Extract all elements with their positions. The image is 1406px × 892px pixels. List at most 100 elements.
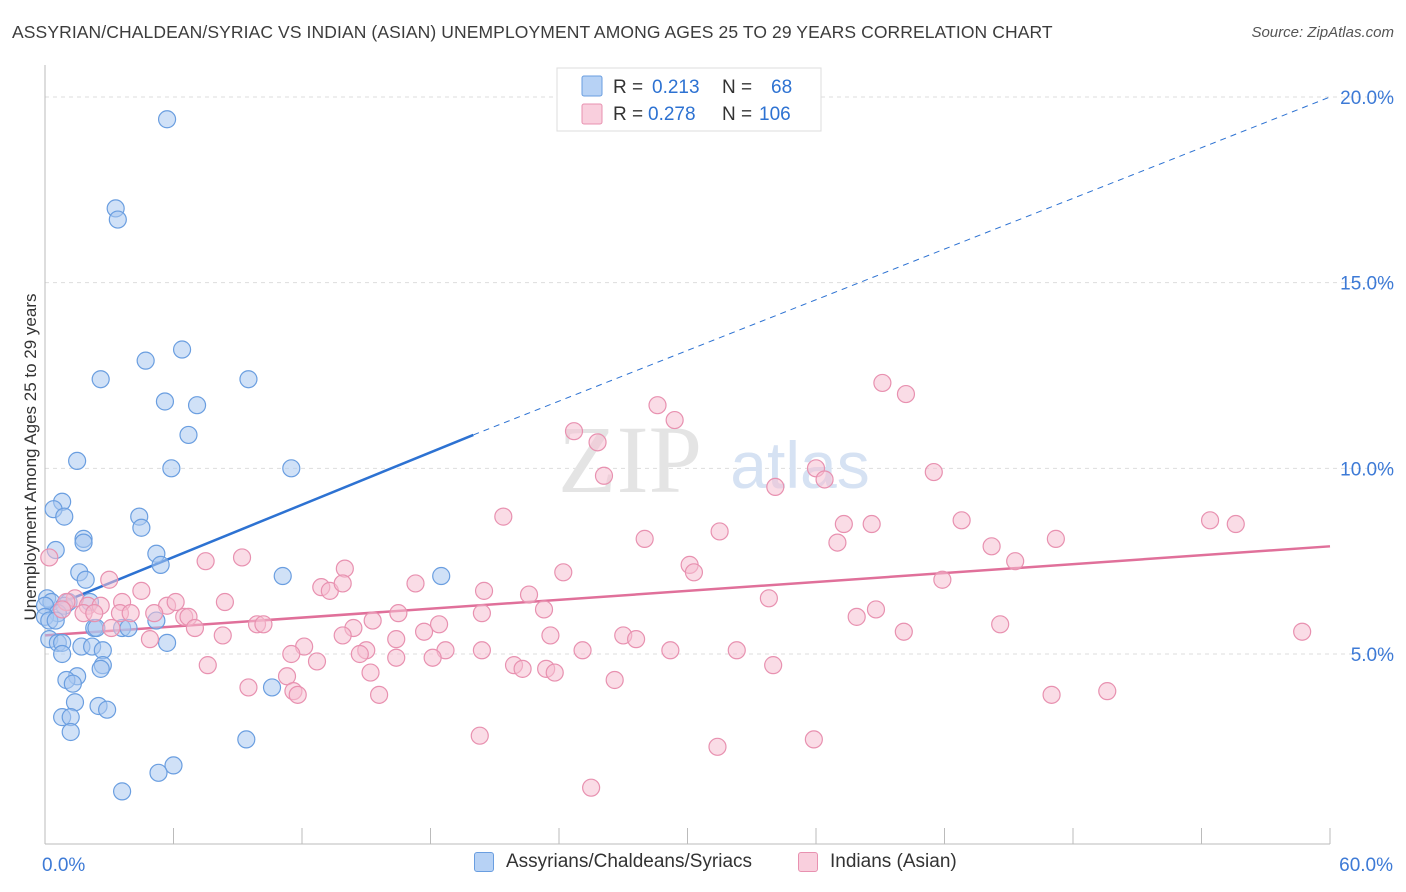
trendline-assyrians xyxy=(44,96,1331,611)
assyrians-point-41 xyxy=(119,618,138,638)
indians-point-48 xyxy=(866,600,886,619)
indians-point-97 xyxy=(361,663,380,682)
indians-point-10 xyxy=(924,462,943,482)
indians-point-22 xyxy=(40,548,59,567)
indians-point-13 xyxy=(1200,511,1220,530)
indians-point-8 xyxy=(594,466,614,485)
assyrians-point-0 xyxy=(157,110,177,129)
y-tick-label-0: 5.0% xyxy=(1351,645,1394,666)
indians-point-102 xyxy=(288,685,307,704)
indians-point-34 xyxy=(333,574,352,593)
watermark-atlas: atlas xyxy=(730,428,869,502)
assyrians-point-45 xyxy=(157,633,177,652)
legend-item-indians[interactable]: Indians (Asian) xyxy=(798,851,957,873)
y-axis-label: Unemployment Among Ages 25 to 29 years xyxy=(21,294,40,621)
indians-point-15 xyxy=(834,514,853,534)
indians-point-16 xyxy=(862,514,881,534)
indians-point-51 xyxy=(85,604,104,623)
legend-label-indians: Indians (Asian) xyxy=(830,851,957,872)
assyrians-point-4 xyxy=(136,351,155,370)
indians-point-53 xyxy=(121,604,140,623)
assyrians-point-8 xyxy=(187,396,207,415)
watermark: ZIP atlas xyxy=(558,406,870,513)
assyrians-point-25 xyxy=(273,566,292,586)
indians-point-14 xyxy=(1226,514,1245,534)
assyrians-point-19 xyxy=(74,533,93,552)
legend-item-assyrians[interactable]: Assyrians/Chaldeans/Syriacs xyxy=(474,851,752,873)
indians-point-17 xyxy=(710,522,729,541)
indians-point-59 xyxy=(534,600,554,619)
indians-point-75 xyxy=(387,630,406,649)
indians-point-90 xyxy=(307,652,327,671)
trendline-assyrians-extension xyxy=(473,96,1331,436)
indians-point-95 xyxy=(764,656,783,675)
indians-point-94 xyxy=(545,663,564,682)
indians-point-100 xyxy=(239,678,258,697)
legend-r-value-blue: 0.213 xyxy=(652,77,700,98)
indians-point-30 xyxy=(100,570,119,589)
indians-point-49 xyxy=(53,600,72,619)
indians-point-62 xyxy=(185,618,205,638)
indians-point-41 xyxy=(215,592,234,612)
assyrians-point-5 xyxy=(91,370,110,389)
indians-point-7 xyxy=(815,470,834,489)
indians-point-5 xyxy=(588,433,607,452)
indians-point-2 xyxy=(648,396,667,415)
assyrians-point-9 xyxy=(179,425,198,445)
indians-point-83 xyxy=(573,641,592,660)
indians-point-57 xyxy=(389,604,408,623)
assyrians-point-51 xyxy=(91,659,110,678)
indians-point-74 xyxy=(333,626,352,645)
indians-point-107 xyxy=(708,737,727,756)
legend-swatch-pink xyxy=(581,103,603,125)
indians-point-89 xyxy=(423,648,442,667)
indians-point-31 xyxy=(933,570,952,589)
x-tick-label-0: 0.0% xyxy=(42,855,85,876)
axes xyxy=(44,65,1331,845)
indians-point-24 xyxy=(232,548,252,567)
y-tick-label-3: 20.0% xyxy=(1340,88,1394,109)
assyrians-point-26 xyxy=(432,566,451,586)
assyrians-point-22 xyxy=(151,555,170,574)
indians-point-19 xyxy=(828,533,847,552)
indians-point-1 xyxy=(896,384,916,404)
indians-point-92 xyxy=(513,659,532,678)
indians-point-99 xyxy=(605,670,624,690)
indians-point-88 xyxy=(387,648,406,667)
indians-point-18 xyxy=(635,529,654,548)
indians-point-104 xyxy=(1042,685,1061,704)
indians-point-72 xyxy=(140,630,160,649)
legend-r-label-blue: R = xyxy=(613,77,643,98)
indians-point-87 xyxy=(350,644,369,664)
indians-point-109 xyxy=(582,778,601,797)
indians-point-9 xyxy=(766,477,785,496)
legend-swatch-blue xyxy=(581,75,603,97)
indians-point-21 xyxy=(1046,529,1065,548)
indians-point-66 xyxy=(429,615,449,634)
indians-point-27 xyxy=(684,563,704,582)
tick-labels: 5.0% 10.0% 15.0% 20.0% 0.0% 60.0% xyxy=(42,88,1394,876)
legend-n-label-blue: N = xyxy=(722,77,752,98)
indians-point-103 xyxy=(370,685,389,704)
indians-point-96 xyxy=(198,656,217,675)
indians-point-4 xyxy=(564,422,584,441)
indians-point-29 xyxy=(554,563,573,582)
assyrians-point-61 xyxy=(61,722,80,742)
indians-point-78 xyxy=(626,630,646,649)
legend-n-value-pink: 106 xyxy=(759,104,791,125)
assyrians-point-24 xyxy=(76,570,95,589)
indians-point-12 xyxy=(952,511,971,530)
indians-point-82 xyxy=(472,641,491,660)
indians-point-106 xyxy=(470,726,489,745)
indians-point-86 xyxy=(282,644,301,664)
indians-point-28 xyxy=(335,559,354,578)
indians-point-69 xyxy=(414,622,434,641)
indians-point-58 xyxy=(472,604,491,623)
indians-point-67 xyxy=(991,615,1010,634)
legend-n-label-pink: N = xyxy=(722,104,752,125)
assyrians-point-65 xyxy=(112,782,132,801)
indians-point-105 xyxy=(1098,682,1117,701)
chart-title: ASSYRIAN/CHALDEAN/SYRIAC VS INDIAN (ASIA… xyxy=(12,22,1053,42)
indians-point-40 xyxy=(132,581,151,600)
